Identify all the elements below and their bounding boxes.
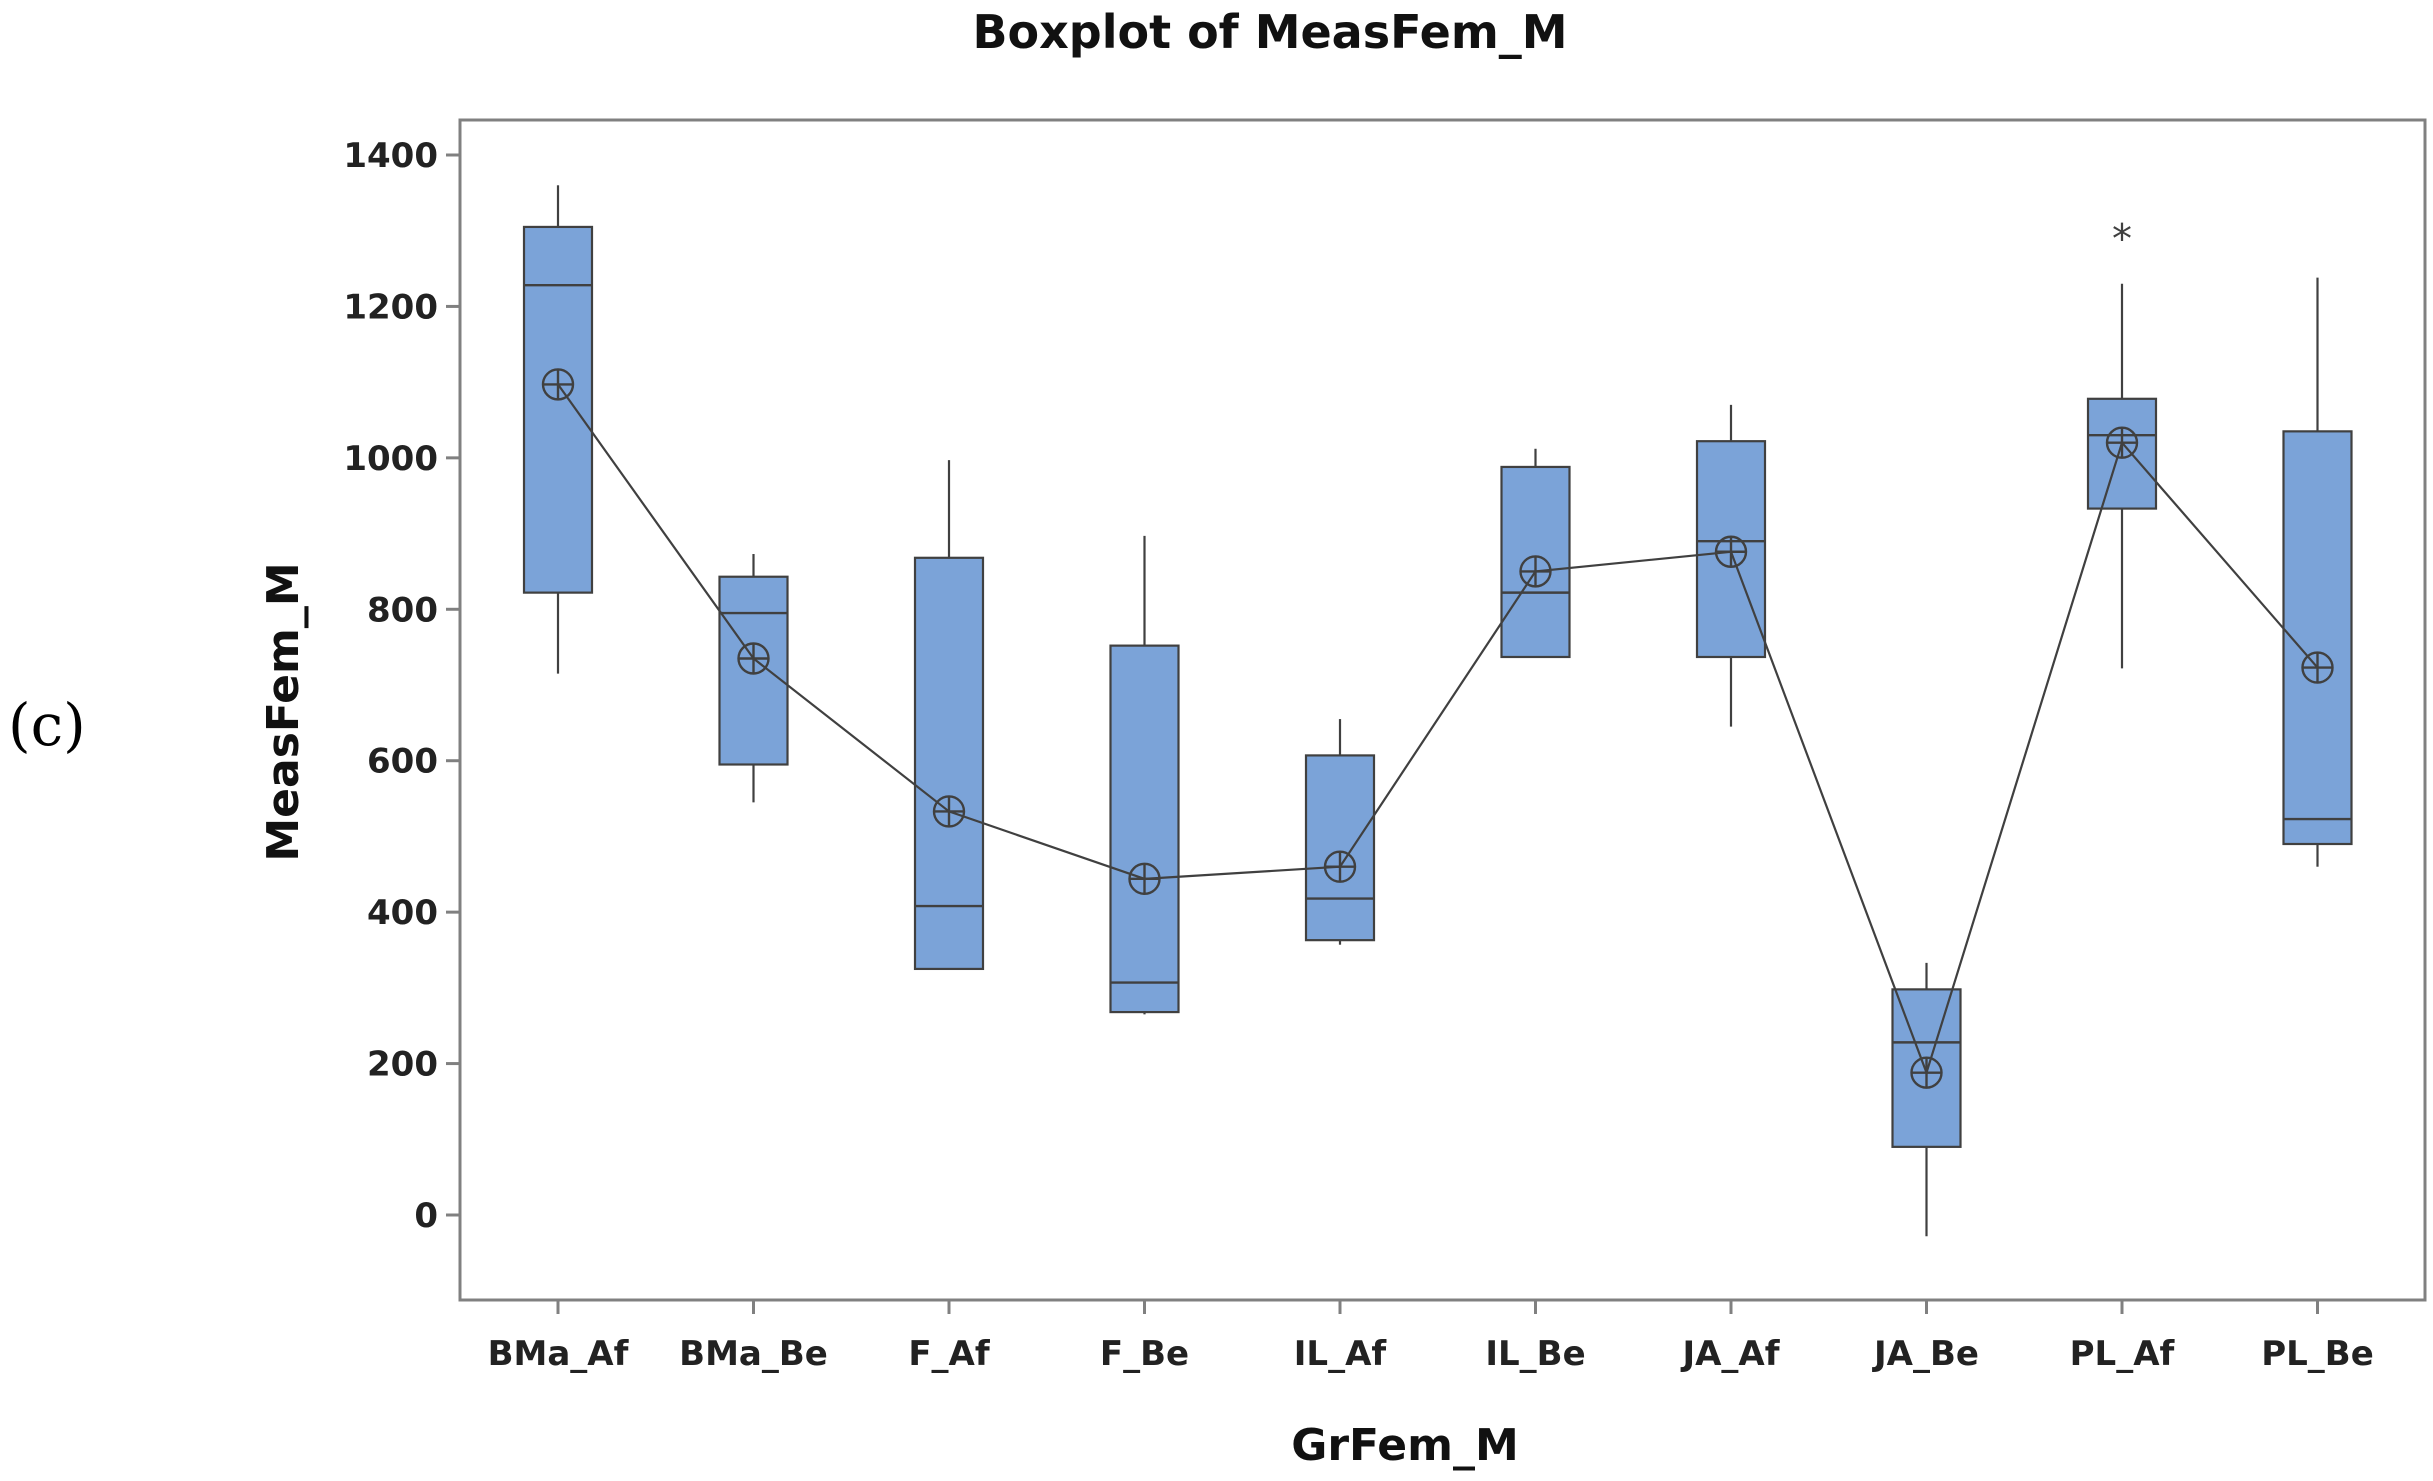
x-tick-label: F_Be [1100,1334,1189,1374]
x-tick-label: BMa_Af [488,1334,630,1374]
x-tick-label: PL_Be [2261,1334,2374,1374]
y-axis-ticks: 0 200 400 600 800 1000 1200 1400 [343,136,460,1236]
panel-label: (c) [8,691,86,759]
box-group-pl-af: * [2086,217,2158,669]
plot-frame [458,118,2427,1302]
iqr-box [2282,430,2353,846]
mean-marker [737,642,770,675]
x-tick-label: IL_Be [1485,1334,1585,1374]
mean-marker [1910,1056,1943,1089]
x-axis-ticks: BMa_Af BMa_Be F_Af F_Be IL_Af IL_Be JA_Af JA_Be… [488,1300,2374,1374]
box-group-f-be [1109,535,1180,1015]
x-tick-label: PL_Af [2070,1334,2176,1374]
y-tick-label: 200 [367,1045,438,1085]
iqr-box [1500,465,1571,659]
x-tick-label: F_Af [908,1334,991,1374]
outlier-marker: * [2112,217,2132,263]
box-group-ja-be [1891,962,1962,1237]
iqr-box [522,225,594,594]
chart-title: Boxplot of MeasFem_M [972,5,1567,59]
mean-marker [541,368,575,401]
box-group-bma-af [522,185,594,674]
mean-marker [1323,850,1357,883]
y-tick-label: 1000 [343,439,438,479]
mean-connect-line [557,383,2319,1077]
x-tick-label: IL_Af [1294,1334,1388,1374]
iqr-box [1109,644,1180,1014]
box-group-pl-be [2282,277,2353,867]
mean-markers-layer [541,368,2334,1089]
box-group-bma-be [718,554,789,803]
x-tick-label: BMa_Be [679,1334,828,1374]
mean-marker [1519,555,1552,588]
mean-marker [1128,862,1161,896]
y-axis-title: MeasFem_M [258,562,309,861]
y-tick-label: 1400 [343,136,438,176]
mean-marker [2301,651,2334,684]
box-group-f-af [913,460,985,971]
mean-marker [2105,426,2139,459]
iqr-box [1304,754,1376,942]
box-group-il-af [1304,719,1376,945]
y-tick-label: 400 [367,893,438,933]
x-tick-label: JA_Af [1680,1334,1780,1374]
iqr-box [913,556,985,971]
y-tick-label: 800 [367,590,438,630]
y-tick-label: 0 [414,1196,438,1236]
box-group-il-be [1500,448,1571,659]
y-tick-label: 1200 [343,287,438,327]
boxes-layer: * [522,185,2353,1237]
mean-marker [1714,535,1748,568]
x-axis-title: GrFem_M [1291,1420,1519,1471]
y-tick-label: 600 [367,742,438,782]
x-tick-label: JA_Be [1872,1334,1979,1374]
mean-marker [932,795,966,828]
